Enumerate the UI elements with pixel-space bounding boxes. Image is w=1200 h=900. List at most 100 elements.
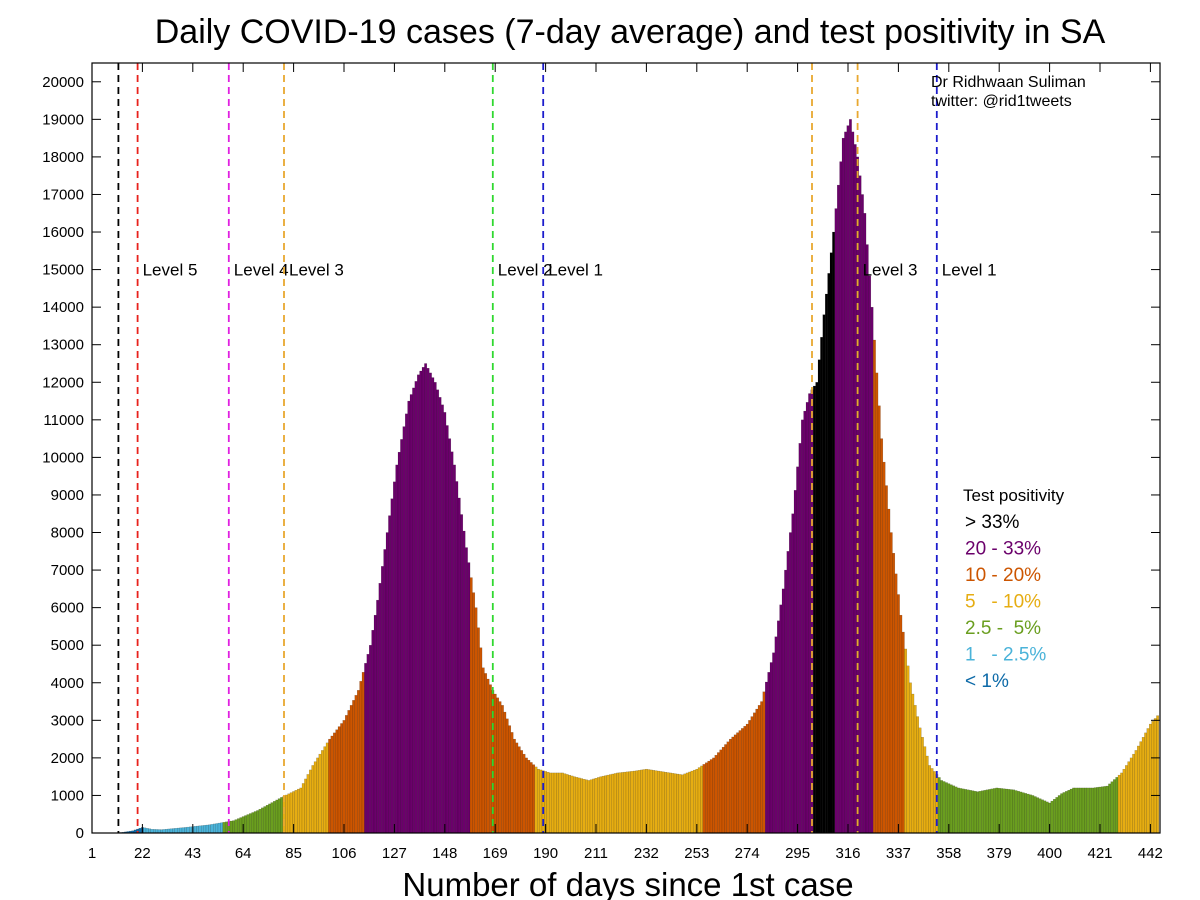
- legend-entry-5: 1 - 2.5%: [965, 645, 1046, 666]
- bar-day-361: [954, 786, 958, 834]
- bar-day-331: [882, 461, 886, 834]
- bar-day-371: [978, 791, 982, 834]
- bar-day-247: [681, 774, 684, 834]
- level-label-5: Level 1: [548, 261, 603, 280]
- bar-day-241: [666, 772, 670, 834]
- x-tick-label-43: 43: [184, 845, 201, 862]
- bar-day-219: [613, 773, 617, 834]
- bar-day-71: [258, 808, 262, 834]
- bar-day-269: [733, 734, 737, 834]
- bar-day-423: [1103, 786, 1107, 834]
- bar-day-391: [1026, 793, 1030, 834]
- bar-day-50: [208, 824, 212, 834]
- bar-day-430: [1120, 772, 1124, 834]
- bar-day-237: [657, 770, 660, 834]
- bar-day-374: [985, 789, 989, 834]
- bar-day-164: [481, 667, 485, 834]
- bar-day-65: [244, 815, 248, 834]
- bar-day-198: [563, 773, 567, 834]
- bar-day-47: [201, 825, 204, 834]
- x-axis-label: Number of days since 1st case: [402, 866, 853, 900]
- bar-day-368: [971, 790, 975, 834]
- bar-day-266: [726, 741, 730, 834]
- bar-day-438: [1139, 741, 1143, 834]
- bar-day-242: [669, 772, 672, 834]
- bar-day-176: [510, 732, 514, 834]
- bar-day-109: [349, 705, 353, 834]
- bar-day-384: [1009, 789, 1013, 834]
- bar-day-157: [465, 547, 468, 834]
- bar-day-296: [798, 443, 802, 834]
- bar-day-142: [429, 372, 432, 834]
- bar-day-299: [805, 402, 809, 834]
- bar-day-138: [419, 370, 423, 834]
- bar-day-422: [1101, 786, 1104, 834]
- bar-day-139: [421, 367, 425, 834]
- bar-day-125: [388, 515, 392, 834]
- bar-day-55: [220, 822, 224, 834]
- bar-day-60: [232, 820, 236, 834]
- bar-day-72: [261, 807, 264, 834]
- bar-day-408: [1067, 790, 1071, 834]
- y-tick-label-5000: 5000: [51, 637, 84, 654]
- bar-day-140: [424, 363, 428, 834]
- bar-day-236: [654, 770, 658, 834]
- x-tick-label-85: 85: [285, 845, 302, 862]
- bar-day-303: [815, 382, 819, 834]
- bar-day-310: [832, 231, 836, 834]
- bar-day-311: [834, 208, 838, 834]
- bar-day-200: [568, 774, 572, 834]
- bar-day-291: [786, 551, 790, 834]
- bar-day-195: [556, 772, 560, 834]
- level-label-1: Level 5: [143, 261, 198, 280]
- bar-day-204: [577, 777, 581, 834]
- bar-day-378: [995, 787, 999, 834]
- bar-day-255: [700, 765, 704, 834]
- bar-day-104: [337, 726, 341, 834]
- bar-day-61: [234, 819, 238, 834]
- bar-day-245: [676, 773, 680, 834]
- bar-day-21: [138, 828, 142, 834]
- bar-day-52: [213, 823, 216, 834]
- bar-day-261: [714, 755, 718, 834]
- bar-day-100: [328, 738, 332, 834]
- bar-day-80: [280, 797, 284, 834]
- x-tick-label-190: 190: [533, 845, 558, 862]
- y-tick-label-12000: 12000: [42, 374, 84, 391]
- x-tick-label-127: 127: [382, 845, 407, 862]
- bar-day-25: [148, 828, 152, 834]
- bar-day-180: [520, 750, 524, 834]
- bar-day-79: [277, 798, 281, 834]
- bar-day-313: [839, 161, 843, 834]
- bar-day-149: [445, 425, 449, 834]
- bar-day-97: [321, 750, 324, 834]
- bar-day-433: [1127, 761, 1131, 834]
- bar-day-307: [825, 293, 828, 834]
- level-label-4: Level 2: [498, 261, 553, 280]
- bar-day-284: [769, 662, 773, 834]
- bar-day-411: [1074, 787, 1078, 834]
- bar-day-390: [1024, 793, 1028, 834]
- bar-day-432: [1125, 765, 1128, 834]
- bar-day-144: [433, 382, 437, 834]
- bar-day-437: [1137, 745, 1140, 834]
- bar-day-145: [436, 389, 440, 834]
- bar-day-360: [952, 785, 956, 834]
- bar-day-362: [957, 787, 960, 834]
- bar-day-24: [145, 828, 149, 834]
- bar-day-425: [1108, 783, 1112, 834]
- bar-day-416: [1086, 787, 1090, 834]
- bar-day-265: [724, 744, 728, 834]
- bar-day-208: [587, 780, 591, 834]
- bar-day-37: [177, 827, 180, 834]
- bar-day-380: [1000, 788, 1004, 834]
- bar-day-51: [210, 824, 214, 834]
- bar-day-196: [558, 772, 562, 834]
- x-tick-label-232: 232: [634, 845, 659, 862]
- bar-day-301: [810, 389, 814, 834]
- bar-day-370: [976, 791, 980, 834]
- bar-day-253: [695, 768, 699, 834]
- bar-day-335: [892, 552, 896, 834]
